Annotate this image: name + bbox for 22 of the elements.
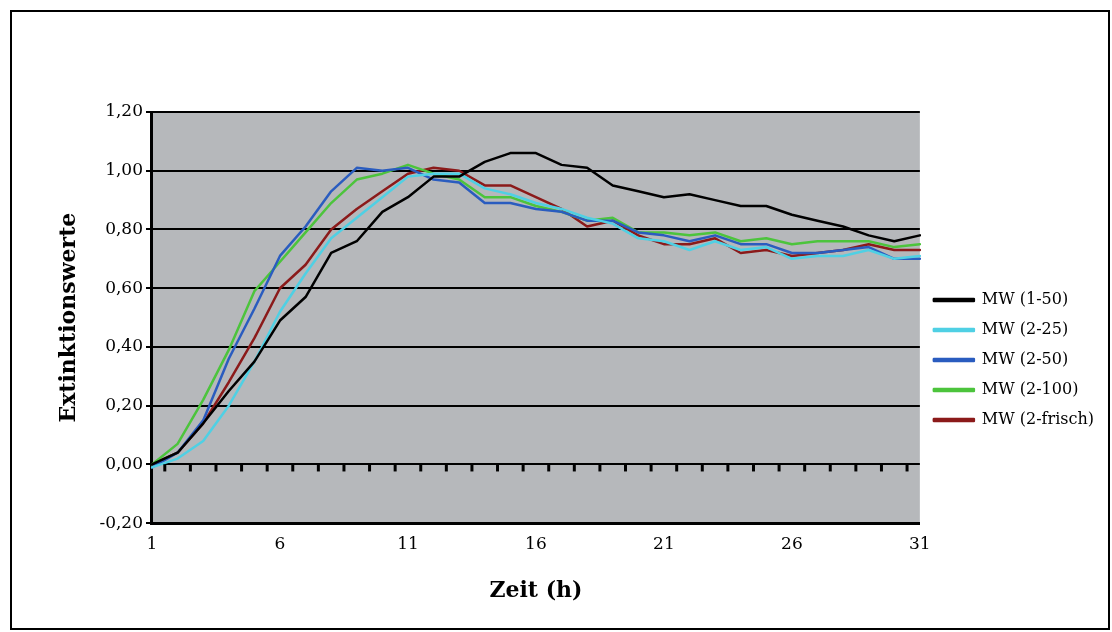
- y-tick-label: 1,20: [105, 100, 143, 121]
- y-tick-label: 0,60: [105, 276, 143, 297]
- x-tick-label: 26: [781, 532, 803, 553]
- y-axis-title: Extinktionswerte: [53, 212, 80, 423]
- x-tick-label: 1: [146, 532, 158, 553]
- legend-label: MW (2-25): [981, 319, 1069, 339]
- legend-label: MW (1-50): [981, 289, 1069, 309]
- y-tick-label: 0,80: [105, 217, 143, 238]
- x-tick-label: 6: [274, 532, 286, 553]
- y-tick-label: 0,00: [105, 452, 143, 473]
- y-tick-label: 1,00: [105, 159, 143, 180]
- x-tick-label: 31: [909, 532, 931, 553]
- x-axis-title: Zeit (h): [489, 575, 583, 602]
- y-tick-label: 0,40: [105, 335, 143, 356]
- legend-label: MW (2-100): [981, 379, 1079, 399]
- legend-label: MW (2-50): [981, 349, 1069, 369]
- x-tick-label: 21: [653, 532, 675, 553]
- y-tick-label: -0,20: [99, 511, 143, 532]
- legend-label: MW (2-frisch): [981, 409, 1095, 429]
- x-tick-label: 11: [397, 532, 419, 553]
- y-tick-label: 0,20: [105, 394, 143, 415]
- x-tick-label: 16: [525, 532, 547, 553]
